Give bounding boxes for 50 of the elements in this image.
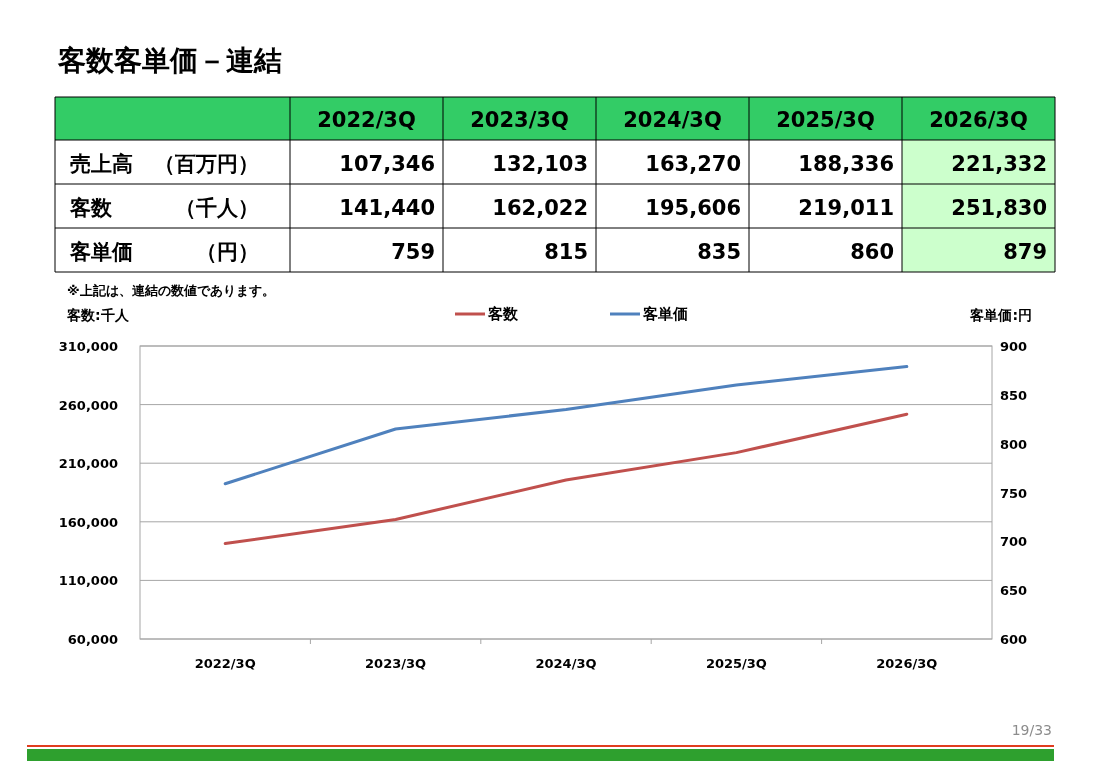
legend-label: 客単価	[642, 305, 688, 323]
y-tick-label: 210,000	[58, 456, 118, 472]
data-label: 251,830	[951, 196, 1047, 220]
category-label: 2024/3Q	[623, 108, 722, 132]
y2-tick-label: 600	[1000, 632, 1028, 647]
data-label: 107,346	[339, 152, 435, 176]
y2-axis-title: 客単価:円	[969, 307, 1032, 323]
data-label: 141,440	[339, 196, 435, 220]
y-tick-label: 310,000	[58, 339, 118, 354]
y-tick-label: 160,000	[58, 514, 118, 530]
line-series	[223, 365, 909, 486]
data-label: 195,606	[645, 196, 741, 220]
y-axis-title: 客数:千人	[66, 307, 130, 323]
data-label: 163,270	[645, 152, 741, 176]
text: 19/33	[1011, 722, 1052, 738]
y2-tick-label: 800	[1000, 436, 1028, 452]
category-label: 2023/3Q	[470, 108, 569, 132]
data-label: 879	[1003, 240, 1047, 264]
data-label: 815	[544, 240, 588, 264]
category-label: 2026/3Q	[929, 108, 1028, 132]
y-tick-label: 260,000	[58, 397, 118, 413]
data-label: 759	[391, 240, 435, 264]
text: 客数 （千人）	[69, 196, 259, 220]
y2-tick-label: 650	[1000, 583, 1028, 599]
y2-tick-label: 850	[1000, 387, 1028, 403]
y-tick-label: 110,000	[58, 573, 118, 589]
data-label: 835	[697, 240, 741, 264]
data-label: 188,336	[798, 152, 894, 176]
x-tick-label: 2025/3Q	[705, 656, 767, 671]
x-tick-label: 2026/3Q	[876, 656, 938, 671]
legend-label: 客数	[487, 305, 519, 323]
x-tick-label: 2023/3Q	[365, 656, 427, 671]
data-label: 860	[850, 240, 894, 264]
y-tick-label: 60,000	[67, 632, 118, 647]
x-tick-label: 2024/3Q	[535, 656, 597, 671]
category-label: 2022/3Q	[317, 108, 416, 132]
text: 客数客単価－連結	[57, 44, 282, 77]
text: 客単価 （円）	[69, 240, 259, 264]
data-label: 162,022	[492, 196, 588, 220]
text: 売上高 （百万円）	[70, 152, 259, 176]
data-label: 221,332	[951, 152, 1047, 176]
category-label: 2025/3Q	[776, 108, 875, 132]
data-label: 132,103	[492, 152, 588, 176]
y2-tick-label: 700	[1000, 534, 1028, 550]
x-tick-label: 2022/3Q	[194, 656, 256, 671]
y2-tick-label: 750	[1000, 485, 1028, 501]
line-series	[223, 412, 909, 546]
data-label: 219,011	[798, 196, 894, 220]
y2-tick-label: 900	[1000, 339, 1028, 354]
text: ※上記は、連結の数値であります。	[67, 283, 275, 298]
